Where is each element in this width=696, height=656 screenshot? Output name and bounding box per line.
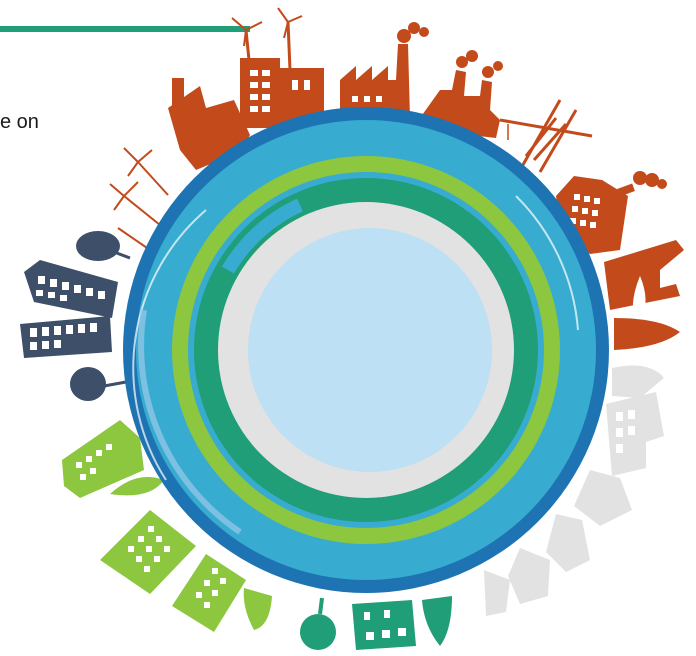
wind-turbine-icon xyxy=(231,7,303,71)
slide-text-fragment: e on xyxy=(0,111,39,133)
ship-icon xyxy=(614,318,680,350)
crane-icon xyxy=(499,99,593,173)
tree-icon xyxy=(422,596,452,646)
tree-icon xyxy=(70,231,131,401)
factory-icon xyxy=(604,240,684,318)
tree-icon xyxy=(300,597,336,650)
building-icon xyxy=(100,510,246,632)
house-icon xyxy=(352,600,416,650)
house-icon xyxy=(62,420,144,498)
tree-icon xyxy=(243,588,272,630)
tree-icon xyxy=(110,477,164,496)
accent-line xyxy=(0,26,250,32)
building-icon xyxy=(484,365,664,616)
globe xyxy=(123,107,609,593)
wind-turbine-icon xyxy=(109,147,169,251)
building-icon xyxy=(20,260,118,358)
